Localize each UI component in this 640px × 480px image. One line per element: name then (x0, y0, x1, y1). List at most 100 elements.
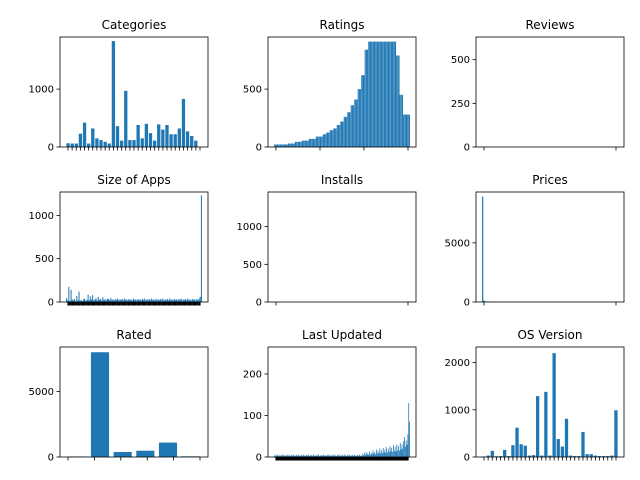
bar (334, 128, 336, 147)
axes-frame (267, 191, 417, 303)
bar (273, 144, 275, 147)
bar (345, 116, 347, 147)
y-tick-label: 1000 (29, 85, 54, 96)
bar (71, 299, 73, 302)
bar (360, 455, 362, 457)
bar (314, 138, 315, 147)
bar (140, 138, 144, 147)
bar (351, 105, 352, 147)
bar (281, 144, 283, 147)
bar (296, 454, 297, 457)
bar (560, 446, 565, 457)
bar (310, 138, 311, 147)
bar (381, 453, 383, 457)
bar (82, 122, 87, 147)
bar (503, 449, 507, 457)
bar (194, 140, 198, 147)
bar (389, 41, 390, 147)
bar (355, 99, 357, 147)
bar (303, 455, 305, 457)
bar (308, 138, 310, 147)
bar (322, 134, 324, 147)
bar (490, 450, 494, 457)
bar (191, 298, 193, 302)
bar (346, 116, 347, 147)
bar (301, 140, 303, 147)
bar (179, 299, 181, 302)
bar (172, 300, 174, 302)
bar (341, 455, 342, 457)
bar (391, 447, 393, 457)
bar (174, 299, 176, 302)
bar (327, 132, 329, 147)
bar (393, 450, 395, 457)
y-tick-label: 1000 (237, 222, 262, 233)
bar (387, 448, 389, 457)
bar (113, 452, 132, 457)
bar (152, 299, 154, 302)
bar (339, 456, 341, 457)
bar (337, 455, 339, 457)
subplot-reviews: Reviews 0 250 500 (451, 18, 625, 154)
bar (589, 454, 593, 457)
bar (292, 143, 294, 147)
bar (365, 452, 367, 457)
bar (405, 114, 407, 147)
bar (373, 453, 375, 457)
bar (387, 41, 389, 147)
bar (381, 450, 382, 457)
bar (78, 291, 80, 302)
bar (90, 299, 93, 302)
bar (304, 455, 306, 457)
bar (68, 286, 70, 302)
bar (344, 116, 346, 147)
bar (282, 144, 283, 147)
bar (103, 299, 105, 302)
bar (333, 128, 334, 147)
bar (119, 299, 121, 302)
bar (308, 454, 309, 457)
bar (381, 41, 383, 147)
bar (287, 144, 288, 147)
bar (328, 132, 330, 147)
bar (274, 456, 276, 457)
bar (282, 144, 284, 147)
bar (317, 136, 318, 147)
bar (507, 456, 511, 457)
bar (332, 130, 334, 147)
bar (302, 140, 304, 147)
bar (349, 456, 351, 457)
bar (276, 144, 277, 147)
subplot-size-of-apps: Size of Apps 0 500 1000 (29, 173, 209, 309)
bar (308, 140, 309, 147)
bar (369, 41, 370, 147)
bar (379, 41, 381, 147)
bar (177, 300, 179, 302)
bar (156, 299, 158, 302)
bar (277, 454, 279, 457)
bar (397, 55, 398, 147)
bar (374, 452, 376, 457)
bar (531, 455, 536, 457)
bar (178, 298, 180, 302)
bar (368, 41, 369, 147)
bar (195, 300, 197, 302)
bar (304, 140, 305, 147)
bar (336, 128, 337, 147)
bar (292, 143, 293, 147)
bar (132, 298, 134, 302)
bar (394, 41, 396, 147)
bar (406, 444, 408, 457)
bar (404, 437, 405, 457)
bar (307, 455, 308, 457)
bar (352, 105, 354, 147)
bar (335, 455, 337, 457)
bar (312, 138, 314, 147)
bar (356, 456, 358, 457)
bar (401, 444, 403, 457)
subplot-title: Installs (321, 173, 363, 187)
bar (154, 300, 156, 302)
bar (91, 128, 95, 147)
y-tick-label: 500 (243, 260, 262, 271)
bar (300, 141, 301, 147)
